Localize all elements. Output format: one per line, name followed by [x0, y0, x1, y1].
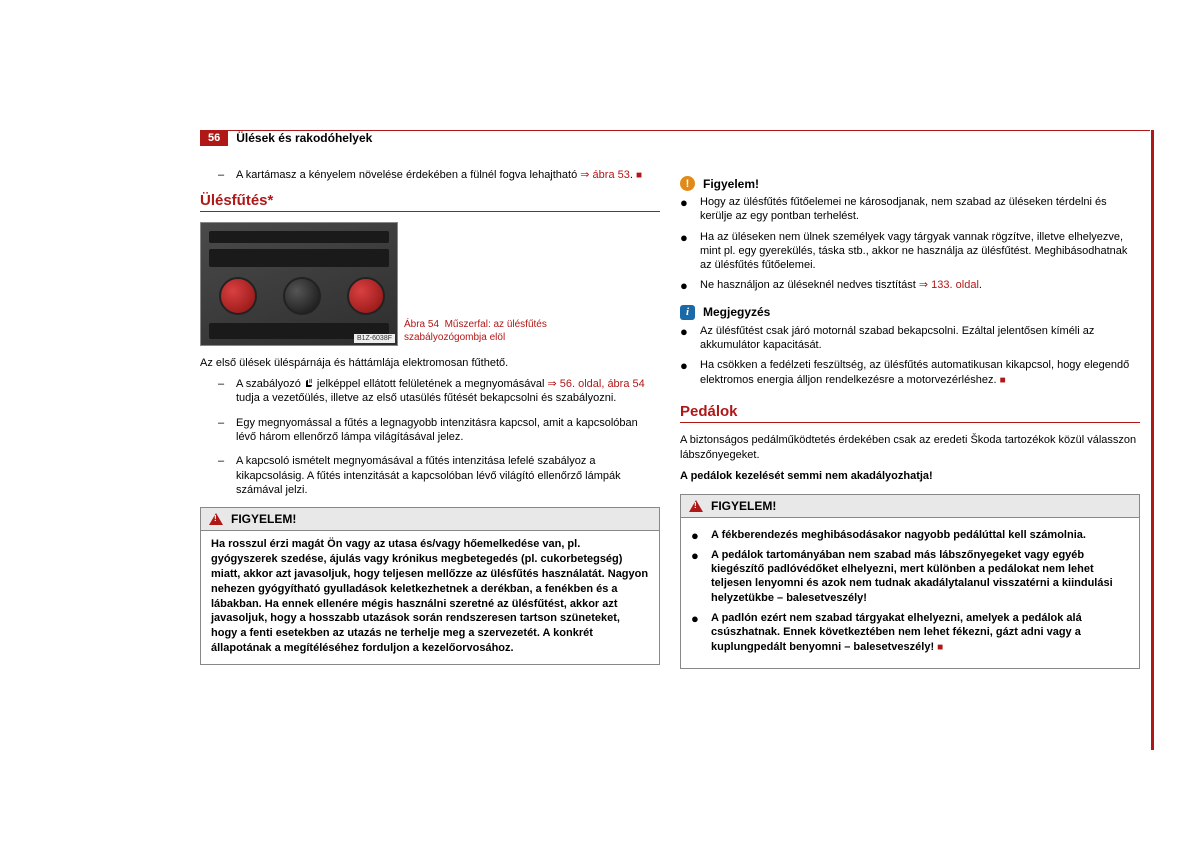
bullet-marker: ●: [680, 358, 690, 387]
warning-triangle-icon: [209, 513, 223, 525]
note-header: i Megjegyzés: [680, 305, 1140, 320]
figure-caption: Ábra 54 Műszerfal: az ülésfűtés szabályo…: [404, 319, 564, 346]
heating-intro-para: Az első ülések üléspárnája és háttámlája…: [200, 356, 660, 371]
item-text: Egy megnyomással a fűtés a legnagyobb in…: [236, 416, 660, 445]
bullet-marker: ●: [691, 528, 701, 542]
heating-item-1: – A szabályozó jelképpel ellátott felüle…: [218, 377, 660, 406]
warning-title: FIGYELEM!: [231, 512, 296, 526]
bullet-text: Ha csökken a fedélzeti feszültség, az ül…: [700, 358, 1140, 387]
panel-button-row: [209, 249, 389, 267]
note-bullet-1: ● Az ülésfűtést csak járó motornál szaba…: [680, 324, 1140, 353]
image-tag: B1Z-6038F: [354, 334, 395, 343]
heating-item-3: – A kapcsoló ismételt megnyomásával a fű…: [218, 454, 660, 497]
bullet-marker: ●: [691, 611, 701, 654]
note-title: Megjegyzés: [703, 305, 770, 319]
page-title: Ülések és rakodóhelyek: [236, 131, 372, 145]
warning-box-right: FIGYELEM! ● A fékberendezés meghibásodás…: [680, 494, 1140, 669]
left-heat-dial: [219, 277, 257, 315]
bullet-text: Ne használjon az üléseknél nedves tisztí…: [700, 278, 982, 292]
page133-link[interactable]: ⇒ 133. oldal: [919, 279, 979, 291]
note-icon: i: [680, 305, 695, 320]
warning-title: FIGYELEM!: [711, 499, 776, 513]
fig53-link[interactable]: ⇒ ábra 53: [580, 169, 630, 181]
intro-text: A kartámasz a kényelem növelése érdekébe…: [236, 168, 642, 182]
center-dial: [283, 277, 321, 315]
dash-marker: –: [218, 454, 226, 497]
dash-marker: –: [218, 377, 226, 406]
bullet-marker: ●: [680, 278, 690, 292]
warn-bullet-3: ● A padlón ezért nem szabad tárgyakat el…: [691, 611, 1129, 654]
dash-marker: –: [218, 168, 226, 182]
intro-dash-item: – A kartámasz a kényelem növelése érdeké…: [218, 168, 660, 182]
item-text: A kapcsoló ismételt megnyomásával a fűté…: [236, 454, 660, 497]
warning-body: Ha rosszul érzi magát Ön vagy az utasa é…: [201, 531, 659, 664]
attention-bullet-2: ● Ha az üléseken nem ülnek személyek vag…: [680, 230, 1140, 273]
attention-bullet-3: ● Ne használjon az üléseknél nedves tisz…: [680, 278, 1140, 292]
bullet-text: Ha az üléseken nem ülnek személyek vagy …: [700, 230, 1140, 273]
page-number: 56: [200, 130, 228, 146]
bullet-text: A pedálok tartományában nem szabad más l…: [711, 548, 1129, 605]
end-marker: ■: [937, 642, 943, 653]
bullet-marker: ●: [680, 324, 690, 353]
page56-link[interactable]: ⇒ 56. oldal, ábra 54: [547, 378, 644, 390]
bullet-text: A padlón ezért nem szabad tárgyakat elhe…: [711, 611, 1129, 654]
attention-header: ! Figyelem!: [680, 176, 1140, 191]
page-header: 56 Ülések és rakodóhelyek: [200, 130, 1150, 150]
section-pedals-heading: Pedálok: [680, 403, 1140, 420]
bullet-text: Az ülésfűtést csak járó motornál szabad …: [700, 324, 1140, 353]
warn-bullet-2: ● A pedálok tartományában nem szabad más…: [691, 548, 1129, 605]
attention-title: Figyelem!: [703, 177, 759, 191]
pedals-para1: A biztonságos pedálműködtetés érdekében …: [680, 433, 1140, 463]
content-columns: – A kartámasz a kényelem növelése érdeké…: [200, 164, 1150, 679]
end-marker: ■: [1000, 375, 1006, 386]
attention-bullet-1: ● Hogy az ülésfűtés fűtőelemei ne károso…: [680, 195, 1140, 224]
pedals-para2: A pedálok kezelését semmi nem akadályozh…: [680, 469, 1140, 484]
seat-heat-icon: [304, 378, 314, 388]
dash-marker: –: [218, 416, 226, 445]
item-text: A szabályozó jelképpel ellátott felületé…: [236, 377, 660, 406]
warn-bullet-1: ● A fékberendezés meghibásodásakor nagyo…: [691, 528, 1129, 542]
left-column: – A kartámasz a kényelem növelése érdeké…: [200, 164, 660, 679]
right-accent-bar: [1151, 130, 1154, 750]
section-heating-heading: Ülésfűtés*: [200, 192, 660, 209]
bullet-text: A fékberendezés meghibásodásakor nagyobb…: [711, 528, 1086, 542]
right-heat-dial: [347, 277, 385, 315]
dashboard-photo: B1Z-6038F: [200, 222, 398, 346]
bullet-marker: ●: [680, 195, 690, 224]
warning-header: FIGYELEM!: [201, 508, 659, 531]
manual-page: 56 Ülések és rakodóhelyek – A kartámasz …: [0, 0, 1200, 848]
panel-top-strip: [209, 231, 389, 243]
figure-54: B1Z-6038F Ábra 54 Műszerfal: az ülésfűté…: [200, 222, 660, 346]
right-column: ! Figyelem! ● Hogy az ülésfűtés fűtőelem…: [680, 164, 1140, 679]
bullet-text: Hogy az ülésfűtés fűtőelemei ne károsodj…: [700, 195, 1140, 224]
bullet-marker: ●: [680, 230, 690, 273]
section-rule: [200, 211, 660, 212]
warning-body: ● A fékberendezés meghibásodásakor nagyo…: [681, 518, 1139, 668]
section-rule: [680, 422, 1140, 423]
note-bullet-2: ● Ha csökken a fedélzeti feszültség, az …: [680, 358, 1140, 387]
end-marker: ■: [636, 170, 642, 181]
warning-triangle-icon: [689, 500, 703, 512]
attention-icon: !: [680, 176, 695, 191]
heating-item-2: – Egy megnyomással a fűtés a legnagyobb …: [218, 416, 660, 445]
warning-box-left: FIGYELEM! Ha rosszul érzi magát Ön vagy …: [200, 507, 660, 665]
bullet-marker: ●: [691, 548, 701, 605]
warning-header: FIGYELEM!: [681, 495, 1139, 518]
